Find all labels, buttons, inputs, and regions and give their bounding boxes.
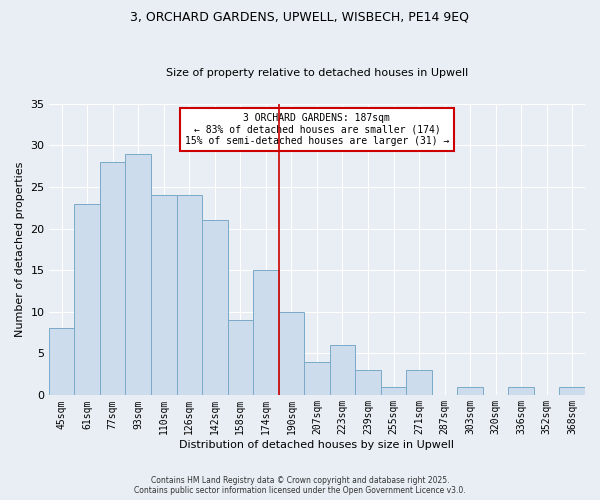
Bar xyxy=(202,220,227,395)
Bar xyxy=(74,204,100,395)
Bar xyxy=(457,386,483,395)
Bar xyxy=(508,386,534,395)
Bar xyxy=(151,196,176,395)
Bar xyxy=(381,386,406,395)
X-axis label: Distribution of detached houses by size in Upwell: Distribution of detached houses by size … xyxy=(179,440,454,450)
Text: Contains HM Land Registry data © Crown copyright and database right 2025.
Contai: Contains HM Land Registry data © Crown c… xyxy=(134,476,466,495)
Bar xyxy=(176,196,202,395)
Bar xyxy=(227,320,253,395)
Bar xyxy=(406,370,432,395)
Bar xyxy=(304,362,329,395)
Bar xyxy=(559,386,585,395)
Bar xyxy=(355,370,381,395)
Bar xyxy=(329,345,355,395)
Bar xyxy=(253,270,278,395)
Bar xyxy=(100,162,125,395)
Title: Size of property relative to detached houses in Upwell: Size of property relative to detached ho… xyxy=(166,68,468,78)
Bar xyxy=(49,328,74,395)
Text: 3 ORCHARD GARDENS: 187sqm
← 83% of detached houses are smaller (174)
15% of semi: 3 ORCHARD GARDENS: 187sqm ← 83% of detac… xyxy=(185,112,449,146)
Y-axis label: Number of detached properties: Number of detached properties xyxy=(15,162,25,337)
Text: 3, ORCHARD GARDENS, UPWELL, WISBECH, PE14 9EQ: 3, ORCHARD GARDENS, UPWELL, WISBECH, PE1… xyxy=(131,10,470,23)
Bar xyxy=(125,154,151,395)
Bar xyxy=(278,312,304,395)
